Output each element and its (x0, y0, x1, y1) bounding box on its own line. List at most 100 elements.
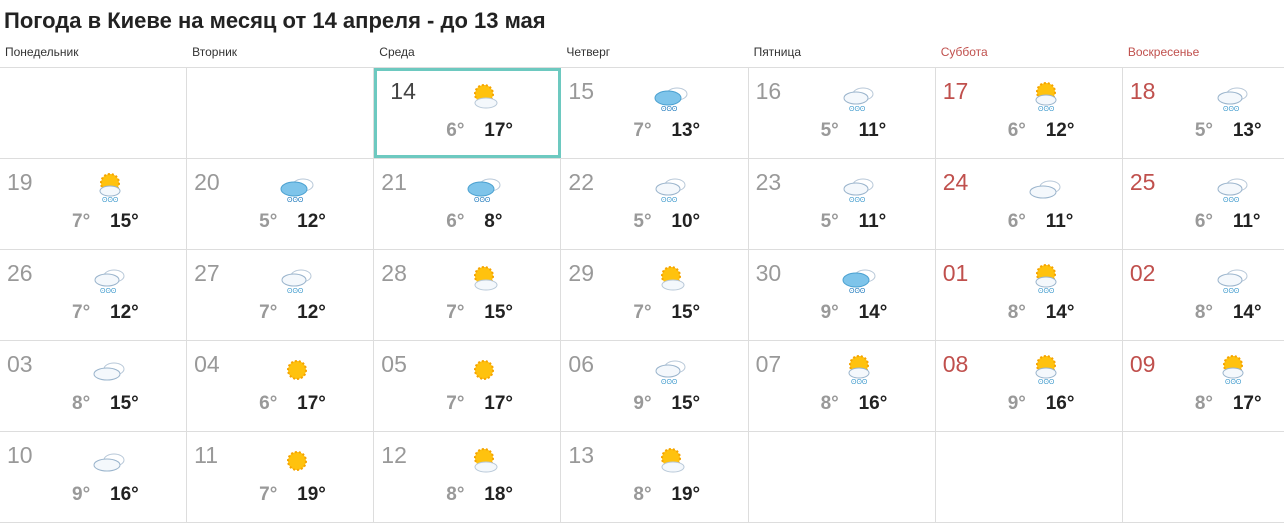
day-cell[interactable]: 21 ʘʘʘ 6° 8° (374, 159, 562, 249)
temp-min: 8° (1194, 393, 1214, 414)
cloud-light-rain-icon: ʘʘʘ (94, 269, 125, 295)
cloud-light-rain-icon: ʘʘʘ (1217, 178, 1248, 204)
day-cell[interactable]: 03 8° 15° (0, 341, 188, 431)
sun-icon (474, 360, 495, 380)
temp-max: 18° (484, 484, 514, 505)
svg-text:ʘʘʘ: ʘʘʘ (849, 288, 866, 295)
rain-cloud-icon: ʘʘʘ (467, 178, 501, 204)
day-number: 14 (390, 78, 416, 104)
day-cell[interactable]: 24 6° 11° (936, 159, 1123, 249)
weekday-label: Понедельник (5, 45, 79, 59)
day-cell[interactable]: 01 ʘʘʘ 8° 14° (936, 250, 1123, 340)
svg-text:ʘʘʘ: ʘʘʘ (1225, 379, 1242, 386)
svg-text:ʘʘʘ: ʘʘʘ (287, 288, 304, 295)
day-cell[interactable]: 18 ʘʘʘ 5° 13° (1123, 68, 1284, 158)
day-cell[interactable]: 17 ʘʘʘ 6° 12° (936, 68, 1123, 158)
temp-min: 5° (1194, 120, 1214, 141)
day-number: 01 (942, 260, 969, 286)
day-number: 16 (755, 78, 782, 104)
day-number: 05 (381, 351, 407, 377)
day-cell[interactable]: 29 7° 15° (561, 250, 749, 340)
temp-min: 7° (446, 393, 465, 414)
temp-min: 9° (1007, 393, 1026, 414)
day-cell[interactable]: 16 ʘʘʘ 5° 11° (749, 68, 936, 158)
day-cell[interactable]: 30 ʘʘʘ 9° 14° (749, 250, 936, 340)
cloud-light-rain-icon: ʘʘʘ (843, 178, 874, 204)
temp-min: 8° (446, 484, 465, 505)
sun-cloud-icon (474, 84, 498, 109)
svg-text:ʘʘʘ: ʘʘʘ (100, 288, 117, 295)
calendar-grid: Понедельник Вторник Среда Четверг Пятница Суб… (0, 42, 1284, 523)
temp-min: 8° (820, 393, 839, 414)
day-number: 20 (194, 169, 220, 195)
temp-max: 11° (1232, 211, 1261, 232)
temp-min: 6° (1007, 120, 1026, 141)
svg-text:ʘʘʘ: ʘʘʘ (1223, 197, 1240, 204)
weekday-label: Воскресенье (1127, 45, 1200, 59)
cloud-icon (93, 453, 125, 472)
temp-min: 6° (446, 211, 465, 232)
temp-min: 9° (820, 302, 839, 323)
day-cell[interactable]: 12 8° 18° (374, 432, 562, 522)
weekday-label: Среда (379, 45, 415, 59)
svg-text:ʘʘʘ: ʘʘʘ (1223, 106, 1240, 113)
day-number: 25 (1129, 169, 1156, 195)
sun-cloud-icon (661, 266, 685, 291)
day-cell[interactable]: 07 ʘʘʘ 8° 16° (749, 341, 936, 431)
temp-max: 11° (1045, 211, 1074, 232)
temp-min: 6° (1194, 211, 1214, 232)
sun-cloud-icon (474, 266, 498, 291)
day-number: 15 (568, 78, 595, 104)
day-cell[interactable]: 02 ʘʘʘ 8° 14° (1123, 250, 1284, 340)
temp-max: 14° (858, 302, 888, 323)
day-cell[interactable]: 14 6° 17° (374, 68, 562, 158)
day-cell[interactable]: 09 ʘʘʘ 8° 17° (1123, 341, 1284, 431)
svg-text:ʘʘʘ: ʘʘʘ (1223, 288, 1240, 295)
day-number: 08 (942, 351, 969, 377)
day-cell[interactable]: 06 ʘʘʘ 9° 15° (561, 341, 749, 431)
sun-rain-icon: ʘʘʘ (1222, 355, 1244, 386)
day-cell[interactable]: 04 6° 17° (187, 341, 375, 431)
day-number: 18 (1129, 78, 1156, 104)
cloud-icon (93, 362, 125, 381)
temp-max: 13° (1232, 120, 1262, 141)
day-cell[interactable]: 13 8° 19° (561, 432, 749, 522)
temp-min: 7° (633, 120, 652, 141)
temp-max: 10° (671, 211, 701, 232)
day-cell[interactable]: 20 ʘʘʘ 5° 12° (187, 159, 375, 249)
svg-text:ʘʘʘ: ʘʘʘ (849, 106, 866, 113)
sun-rain-icon: ʘʘʘ (1035, 82, 1057, 113)
temp-max: 15° (110, 211, 139, 232)
temp-max: 14° (1232, 302, 1262, 323)
day-cell[interactable]: 11 7° 19° (187, 432, 375, 522)
temp-max: 16° (858, 393, 888, 414)
day-cell[interactable]: 28 7° 15° (374, 250, 562, 340)
day-cell[interactable]: 23 ʘʘʘ 5° 11° (749, 159, 936, 249)
day-number: 03 (7, 351, 33, 377)
day-number: 06 (568, 351, 595, 377)
svg-text:ʘʘʘ: ʘʘʘ (849, 197, 866, 204)
temp-max: 15° (484, 302, 514, 323)
rain-cloud-icon: ʘʘʘ (654, 87, 688, 113)
svg-text:ʘʘʘ: ʘʘʘ (287, 197, 304, 204)
temp-max: 16° (110, 484, 139, 505)
day-cell[interactable]: 10 9° 16° (0, 432, 188, 522)
temp-max: 17° (484, 393, 514, 414)
day-cell[interactable]: 22 ʘʘʘ 5° 10° (561, 159, 749, 249)
weekday-label: Суббота (940, 45, 988, 59)
day-cell[interactable]: 26 ʘʘʘ 7° 12° (0, 250, 188, 340)
day-cell[interactable]: 27 ʘʘʘ 7° 12° (187, 250, 375, 340)
day-cell[interactable]: 19 ʘʘʘ 7° 15° (0, 159, 188, 249)
temp-min: 8° (633, 484, 652, 505)
sun-icon (287, 360, 308, 380)
cloud-icon (1029, 180, 1061, 199)
cloud-light-rain-icon: ʘʘʘ (655, 360, 686, 386)
day-cell[interactable]: 08 ʘʘʘ 9° 16° (936, 341, 1123, 431)
day-cell[interactable]: 05 7° 17° (374, 341, 562, 431)
week-row: 26 ʘʘʘ 7° 12° 27 ʘʘʘ 7° 12° 28 7° 15° 29 7°… (0, 250, 1284, 341)
cloud-light-rain-icon: ʘʘʘ (655, 178, 686, 204)
temp-min: 7° (259, 302, 278, 323)
day-cell[interactable]: 15 ʘʘʘ 7° 13° (561, 68, 749, 158)
temp-min: 7° (259, 484, 278, 505)
day-cell[interactable]: 25 ʘʘʘ 6° 11° (1123, 159, 1284, 249)
